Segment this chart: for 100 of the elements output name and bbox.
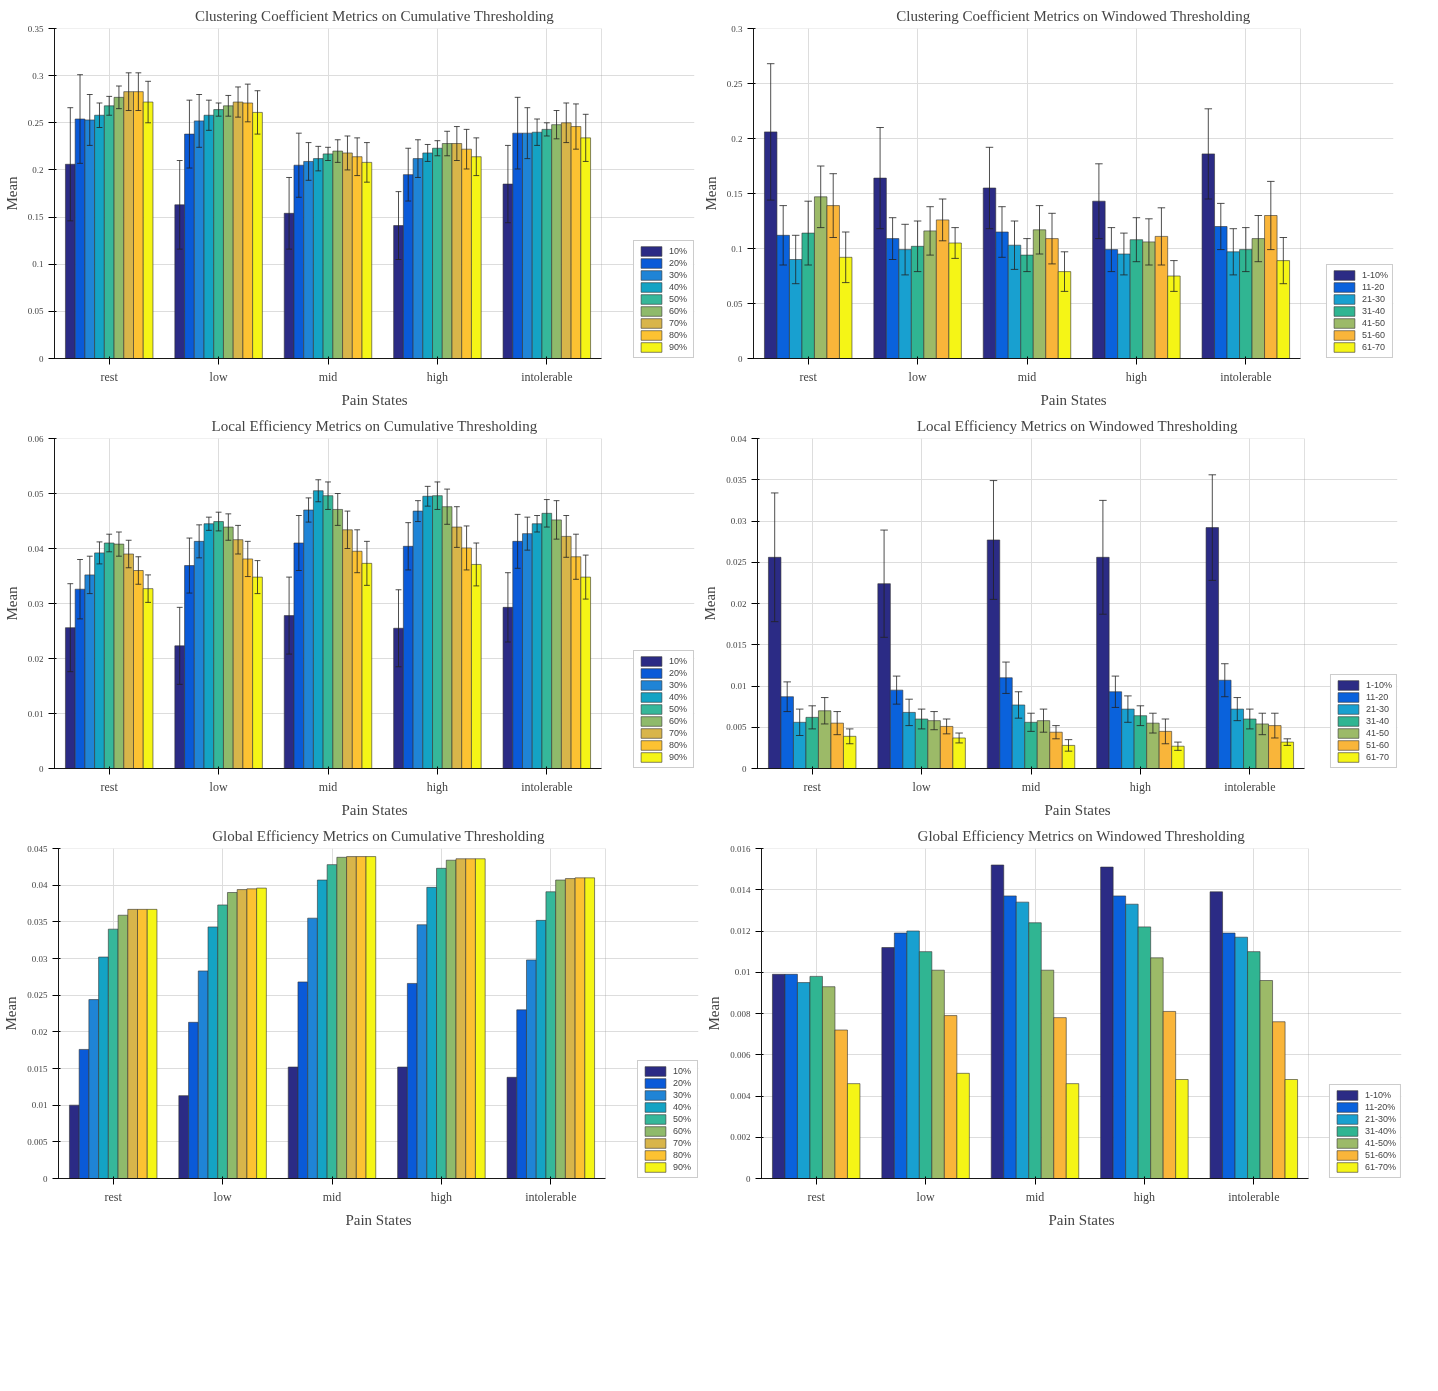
chart-title: Global Efficiency Metrics on Windowed Thresholding	[917, 827, 1246, 844]
legend-label: 61-70%	[1364, 1161, 1396, 1173]
y-axis-title: Mean	[3, 585, 20, 621]
legend-label: 30%	[673, 1089, 692, 1101]
x-tick-label: rest	[807, 1189, 826, 1204]
y-tick-label: 0.01	[31, 1100, 48, 1111]
y-tick-label: 0.006	[730, 1049, 751, 1060]
x-tick-label: low	[908, 369, 927, 384]
y-tick-label: 0.1	[731, 243, 743, 254]
y-tick-label: 0.03	[31, 953, 48, 964]
legend-label: 51-60%	[1364, 1149, 1396, 1161]
legend-label: 30%	[669, 679, 688, 691]
y-tick-label: 0.016	[730, 843, 751, 854]
y-tick-label: 0.02	[730, 598, 747, 609]
y-tick-label: 0.03	[730, 516, 747, 526]
y-tick-label: 0.025	[726, 557, 747, 568]
legend-label: 51-60	[1365, 739, 1390, 751]
y-tick-label: 0.045	[27, 843, 48, 854]
x-tick-label: high	[426, 779, 449, 794]
legend-label: 41-50	[1361, 317, 1386, 329]
y-tick-label: 0.04	[31, 880, 48, 891]
legend-label: 80%	[673, 1149, 692, 1161]
x-axis-title: Pain States	[1044, 801, 1111, 818]
y-tick-label: 0.02	[27, 653, 44, 664]
legend-label: 20%	[669, 667, 688, 679]
y-tick-label: 0.014	[730, 884, 751, 895]
y-tick-label: 0.015	[726, 639, 747, 650]
legend-label: 41-50	[1365, 727, 1390, 739]
y-tick-label: 0.04	[730, 433, 747, 444]
y-tick-label: 0.035	[27, 916, 48, 927]
x-axis-title: Pain States	[341, 801, 408, 818]
legend-label: 21-30	[1365, 703, 1390, 715]
y-tick-label: 0.06	[27, 433, 44, 444]
x-axis-title: Pain States	[341, 391, 408, 408]
y-tick-label: 0.15	[726, 188, 743, 199]
x-tick-label: intolerable	[521, 369, 573, 384]
y-tick-label: 0.3	[731, 23, 743, 34]
legend-label: 1-10%	[1361, 269, 1388, 281]
y-axis-title: Mean	[702, 585, 719, 621]
y-tick-label: 0.2	[32, 164, 44, 175]
x-tick-label: mid	[1017, 369, 1037, 384]
y-tick-label: 0.05	[27, 306, 44, 317]
x-tick-label: low	[209, 369, 228, 384]
legend-label: 20%	[669, 257, 688, 269]
y-tick-label: 0.1	[32, 259, 44, 270]
legend-label: 1-10%	[1364, 1089, 1391, 1101]
x-tick-label: high	[430, 1189, 453, 1204]
legend-label: 60%	[673, 1125, 692, 1137]
chart-title: Clustering Coefficient Metrics on Windowed Thresholding	[896, 7, 1251, 24]
y-tick-label: 0.2	[731, 133, 743, 144]
legend-label: 11-20	[1361, 281, 1385, 293]
legend-label: 90%	[673, 1161, 692, 1173]
legend-label: 61-70	[1361, 341, 1386, 353]
legend-label: 40%	[669, 691, 688, 703]
legend-label: 60%	[669, 305, 688, 317]
legend-label: 21-30	[1361, 293, 1386, 305]
x-tick-label: intolerable	[521, 779, 573, 794]
legend-label: 21-30%	[1364, 1113, 1396, 1125]
chart-title: Local Efficiency Metrics on Cumulative Thresholding	[211, 417, 538, 434]
legend-label: 50%	[669, 293, 688, 305]
y-tick-label: 0.005	[726, 722, 747, 733]
x-tick-label: intolerable	[1224, 779, 1276, 794]
x-axis-title: Pain States	[1040, 391, 1107, 408]
legend-label: 90%	[669, 751, 688, 763]
legend-label: 10%	[669, 655, 688, 667]
x-tick-label: rest	[100, 369, 119, 384]
y-tick-label: 0.01	[27, 708, 44, 719]
legend-label: 90%	[669, 341, 688, 353]
x-tick-label: rest	[100, 779, 119, 794]
legend-label: 10%	[673, 1065, 692, 1077]
x-tick-label: mid	[1025, 1189, 1045, 1204]
y-tick-label: 0	[742, 763, 747, 774]
x-tick-label: rest	[104, 1189, 123, 1204]
legend-label: 50%	[669, 703, 688, 715]
x-tick-label: low	[916, 1189, 935, 1204]
x-tick-label: high	[426, 369, 449, 384]
y-tick-label: 0.04	[27, 543, 44, 554]
x-axis-title: Pain States	[345, 1211, 412, 1228]
x-tick-label: high	[1133, 1189, 1156, 1204]
x-tick-label: mid	[318, 369, 338, 384]
legend-label: 20%	[673, 1077, 692, 1089]
y-axis-title: Mean	[3, 995, 20, 1031]
legend-label: 31-40	[1365, 715, 1390, 727]
y-tick-label: 0	[39, 763, 44, 774]
y-tick-label: 0.25	[726, 78, 743, 89]
y-tick-label: 0.05	[726, 298, 743, 309]
x-tick-label: mid	[322, 1189, 342, 1204]
x-tick-label: intolerable	[1220, 369, 1272, 384]
legend-label: 70%	[673, 1137, 692, 1149]
legend-label: 50%	[673, 1113, 692, 1125]
x-tick-label: intolerable	[1228, 1189, 1280, 1204]
y-tick-label: 0.02	[31, 1026, 48, 1037]
y-tick-label: 0.01	[734, 967, 751, 978]
x-tick-label: rest	[799, 369, 818, 384]
x-tick-label: low	[209, 779, 228, 794]
y-tick-label: 0.012	[730, 926, 751, 936]
legend-label: 80%	[669, 739, 688, 751]
legend-label: 31-40	[1361, 305, 1386, 317]
x-tick-label: low	[213, 1189, 232, 1204]
legend-label: 31-40%	[1364, 1125, 1396, 1137]
